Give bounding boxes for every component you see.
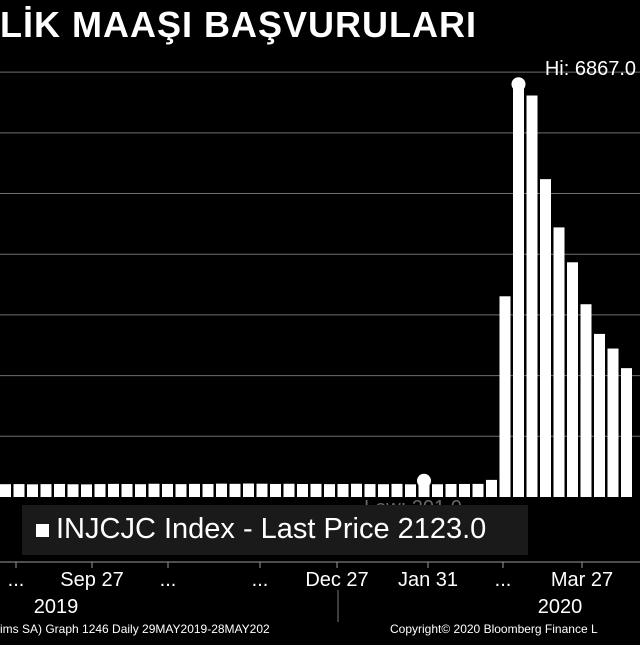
bar (54, 483, 65, 497)
bar (621, 368, 632, 497)
bar (499, 296, 511, 497)
bar (445, 484, 457, 497)
bar (243, 483, 254, 497)
bar (270, 483, 281, 497)
bar (526, 95, 538, 497)
bar (378, 484, 389, 497)
bar (310, 483, 322, 497)
bar (202, 484, 214, 497)
bar (256, 483, 268, 497)
legend: INJCJC Index - Last Price 2123.0 (22, 505, 528, 555)
bar (553, 227, 565, 498)
bar (81, 484, 92, 497)
legend-series-name: INJCJC Index - Last Price (56, 513, 390, 545)
bar (607, 348, 619, 497)
footer-copyright: Copyright© 2020 Bloomberg Finance L (390, 622, 598, 636)
bar (540, 179, 551, 497)
bar (216, 483, 227, 497)
bar (351, 483, 362, 497)
bar (324, 484, 335, 497)
bar (229, 483, 241, 497)
x-axis: ... Sep 27...... Dec 27 Jan 31... Mar 27 2019… (0, 561, 640, 622)
bar (121, 484, 133, 497)
bar (297, 484, 308, 497)
footer-graph-info: ims SA) Graph 1246 Daily 29MAY2019-28MAY… (0, 622, 270, 636)
bar (418, 484, 430, 497)
bar (13, 484, 25, 497)
gridlines (0, 71, 640, 437)
x-tick-label: Mar 27 (551, 569, 613, 591)
bar (432, 484, 443, 497)
legend-swatch (36, 524, 49, 537)
bar (486, 479, 497, 497)
legend-last-price: 2123.0 (397, 513, 487, 545)
bar (472, 483, 484, 497)
bar (405, 484, 416, 497)
x-tick-label: Sep 27 (60, 569, 123, 591)
year-label: 2020 (538, 596, 583, 618)
bar (175, 484, 187, 497)
year-label: 2019 (34, 596, 79, 618)
bar (135, 484, 146, 497)
legend-label: INJCJC Index - Last Price 2123.0 (56, 513, 486, 546)
x-tick-label: Jan 31 (398, 569, 458, 591)
bar (580, 304, 592, 497)
x-tick-label: ... (252, 569, 269, 591)
high-marker (511, 77, 526, 92)
bar (40, 484, 52, 497)
x-tick-label: ... (8, 569, 25, 591)
bar (513, 80, 524, 498)
bar (94, 484, 106, 497)
bar (459, 483, 470, 497)
bar-series (0, 80, 632, 498)
low-marker (417, 473, 431, 488)
bar (0, 484, 11, 497)
chart-title: LİK MAAŞI BAŞVURULARI (0, 4, 477, 45)
bar (162, 483, 173, 497)
bar (27, 484, 38, 497)
bar (283, 483, 295, 497)
bar (108, 483, 119, 497)
x-tick-label: ... (495, 569, 512, 591)
high-label: Hi: 6867.0 (545, 58, 636, 80)
bar (364, 484, 376, 497)
bar (67, 484, 79, 497)
bar (594, 333, 605, 497)
bar (567, 262, 578, 497)
bar (189, 483, 200, 497)
bar (337, 484, 349, 497)
bar (391, 483, 403, 497)
bar (148, 483, 160, 497)
x-tick-label: ... (160, 569, 177, 591)
x-tick-label: Dec 27 (305, 569, 368, 591)
